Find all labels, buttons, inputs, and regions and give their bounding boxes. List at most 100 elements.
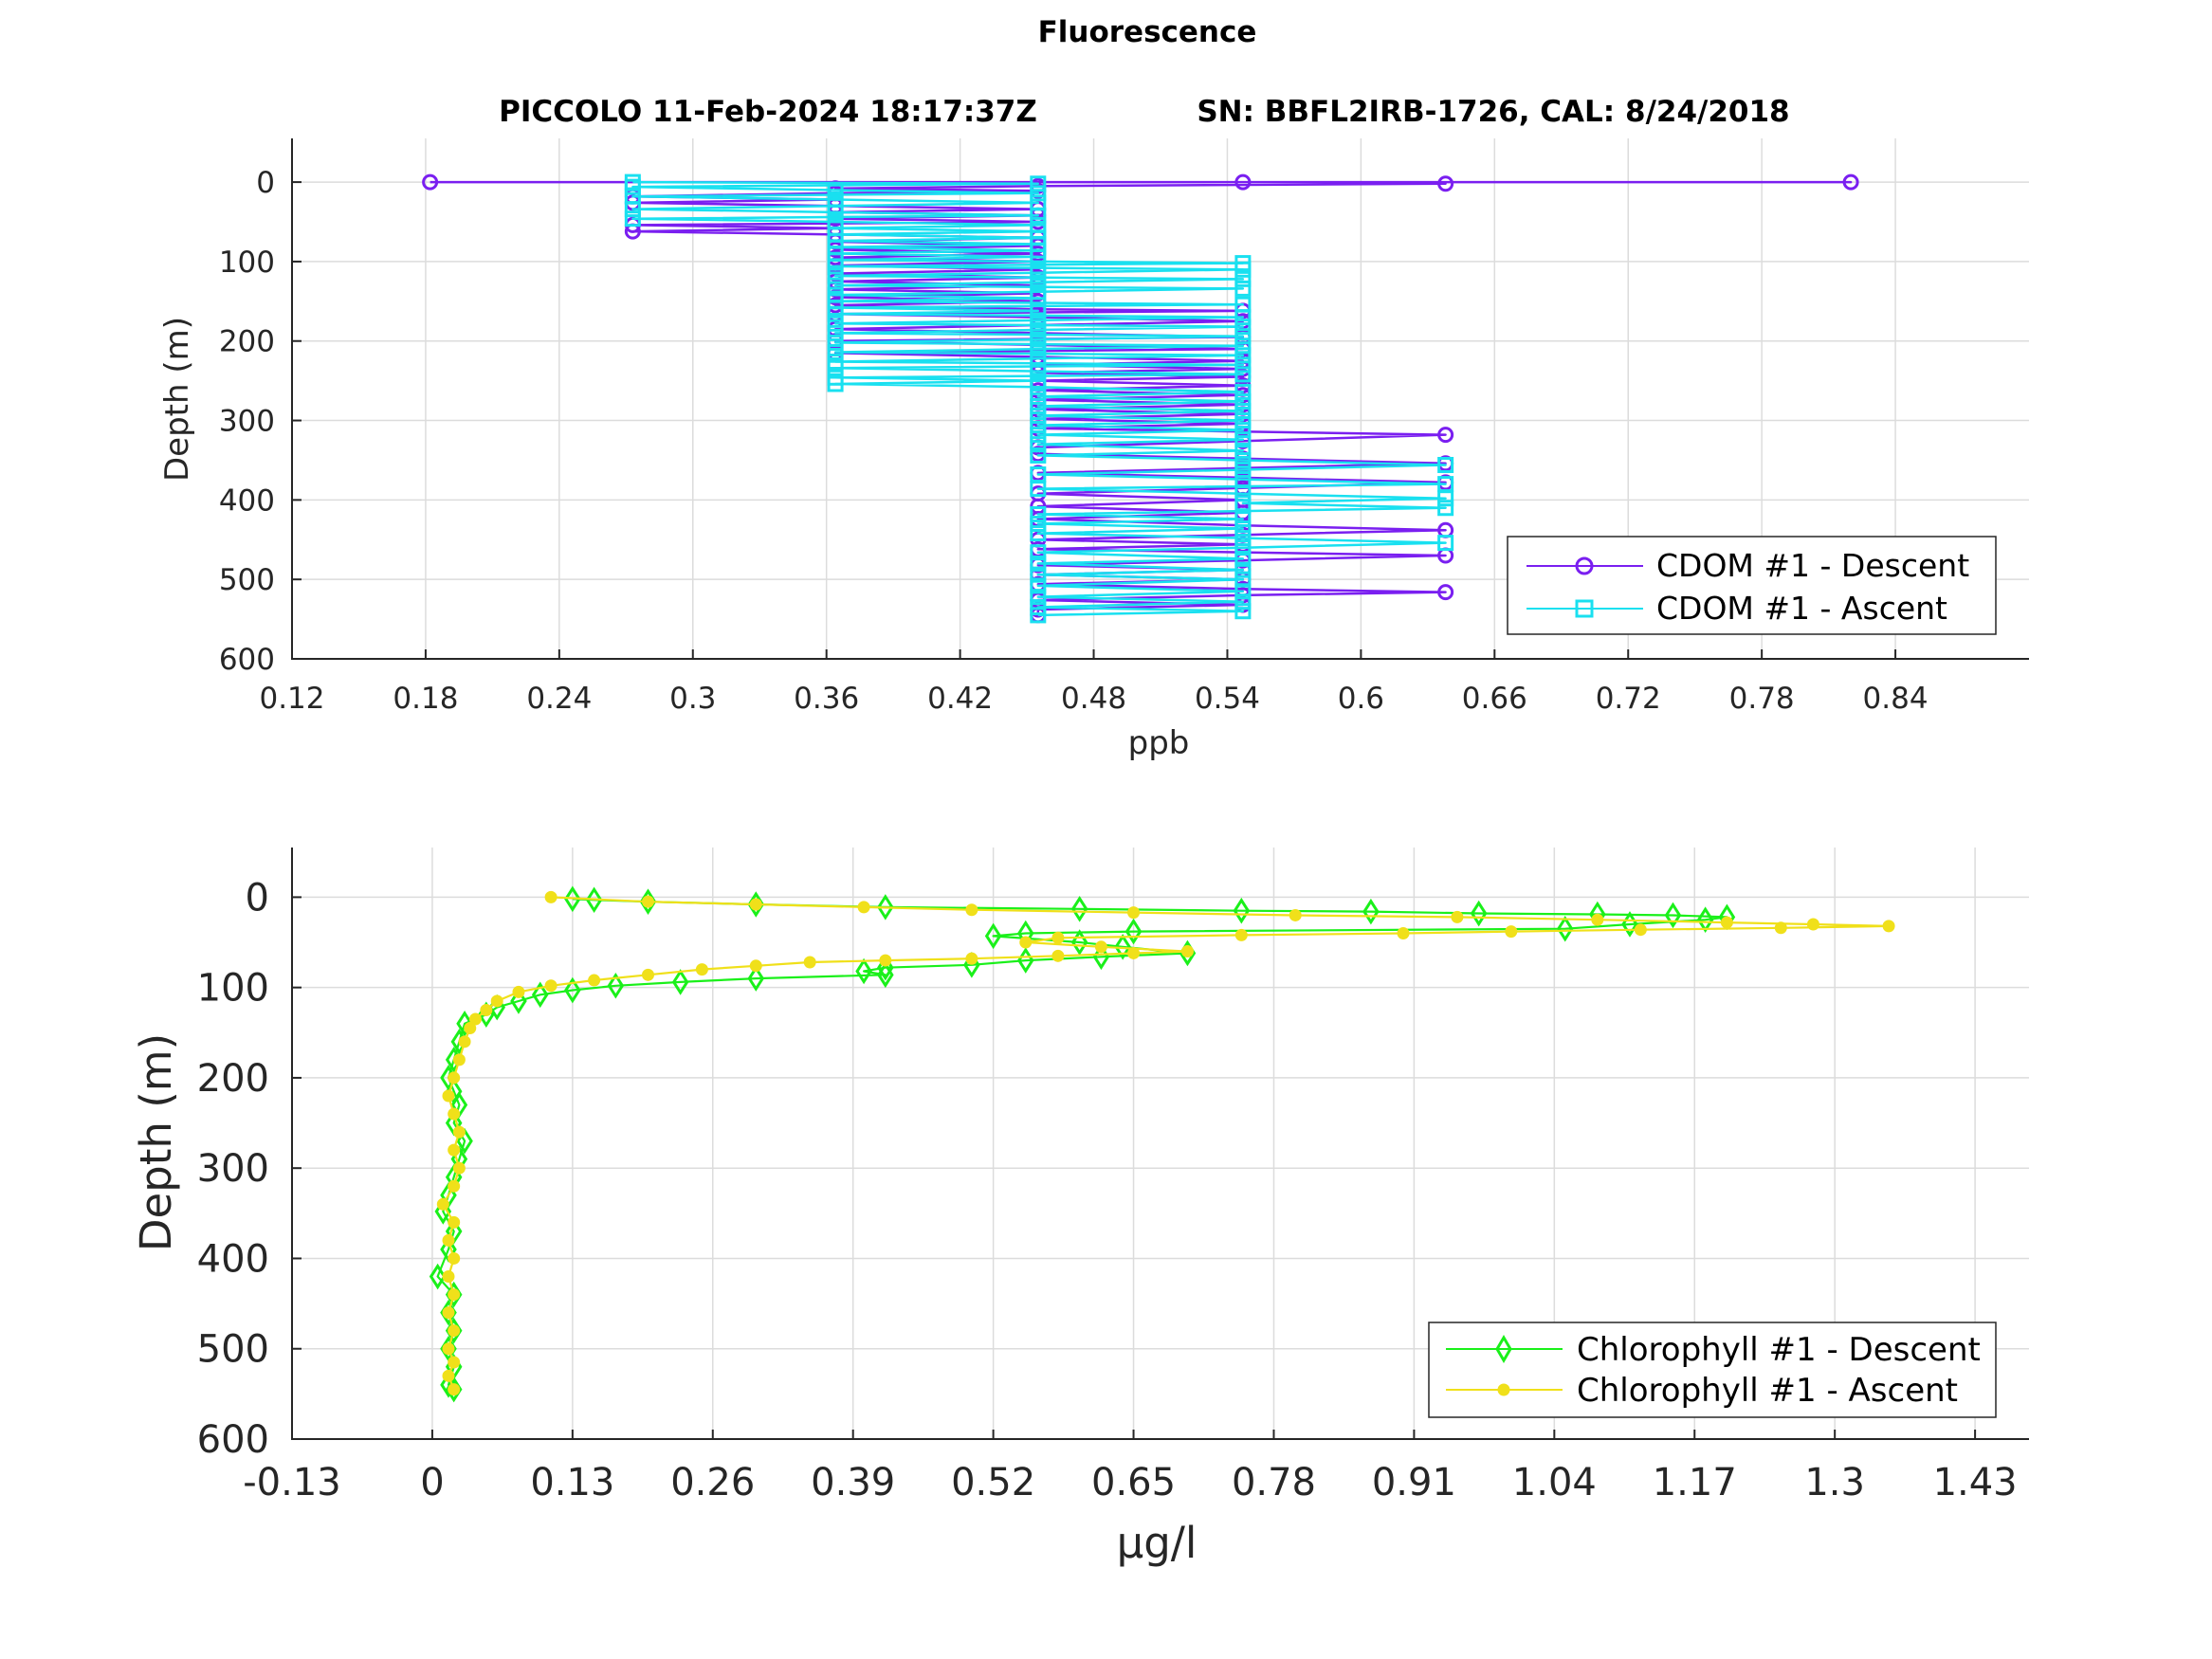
chlorophyll-legend-ascent-label: Chlorophyll #1 - Ascent (1577, 1372, 1958, 1410)
cdom-legend-box (1507, 536, 1997, 635)
cdom-data-point (1030, 589, 1047, 606)
chlorophyll-data-point (512, 985, 525, 998)
cdom-data-point (1234, 383, 1252, 400)
chlorophyll-data-point (448, 1288, 461, 1302)
cdom-data-point (1234, 337, 1252, 355)
cdom-ytick-label: 100 (219, 246, 275, 280)
cdom-data-point (1030, 216, 1047, 233)
cdom-data-point (1030, 544, 1047, 561)
cdom-data-point (1437, 500, 1454, 517)
cdom-ytick-label: 600 (219, 643, 275, 677)
chlorophyll-data-point (879, 954, 892, 967)
figure-title: Fluorescence (1038, 15, 1257, 49)
chlorophyll-xtick-label: 0 (420, 1461, 444, 1504)
chlorophyll-data-point (1051, 949, 1065, 962)
cdom-data-point (827, 354, 844, 371)
chlorophyll-data-point (671, 969, 689, 995)
chlorophyll-data-point (442, 1089, 455, 1103)
chlorophyll-data-point (984, 922, 1002, 950)
chlorophyll-data-point (1124, 918, 1143, 945)
chlorophyll-data-point (695, 963, 708, 976)
chlorophyll-data-point (1114, 933, 1131, 960)
chlorophyll-ylabel: Depth (m) (131, 1033, 181, 1251)
cdom-data-point (1030, 194, 1047, 211)
figure-subtitle-left: PICCOLO 11-Feb-2024 18:17:37Z (499, 95, 1037, 129)
chlorophyll-ytick-label: 100 (197, 967, 269, 1011)
chlorophyll-data-point (1127, 906, 1141, 920)
cdom-data-point (827, 213, 844, 230)
cdom-legend-descent-marker (1575, 556, 1594, 575)
chlorophyll-data-point (803, 956, 816, 969)
cdom-xtick-label: 0.6 (1338, 682, 1384, 716)
chlorophyll-data-point (442, 1369, 455, 1382)
chlorophyll-data-point (452, 1053, 466, 1066)
cdom-data-point (1234, 462, 1252, 479)
cdom-data-point (827, 181, 844, 198)
cdom-legend-ascent-label: CDOM #1 - Ascent (1656, 590, 1947, 627)
cdom-ytick-label: 0 (256, 166, 275, 200)
cdom-legend: CDOM #1 - Descent CDOM #1 - Ascent (1507, 536, 1997, 635)
chlorophyll-data-point (965, 903, 978, 917)
cdom-data-point (1234, 173, 1252, 191)
cdom-data-point (1234, 402, 1252, 419)
cdom-xtick-label: 0.12 (259, 682, 324, 716)
chlorophyll-xtick-label: 0.91 (1372, 1461, 1456, 1504)
cdom-xtick-label: 0.18 (393, 682, 458, 716)
chlorophyll-data-point (480, 1003, 493, 1016)
chlorophyll-data-point (1180, 945, 1194, 958)
chlorophyll-legend: Chlorophyll #1 - Descent Chlorophyll #1 … (1428, 1322, 1997, 1418)
chlorophyll-data-point (442, 1233, 455, 1247)
cdom-data-point (1234, 471, 1252, 488)
cdom-data-point (1030, 447, 1047, 464)
chlorophyll-data-point (468, 1012, 482, 1026)
chlorophyll-ytick-label: 0 (246, 876, 269, 920)
cdom-xtick-label: 0.72 (1596, 682, 1661, 716)
cdom-data-point (1234, 296, 1252, 313)
chlorophyll-data-point (1591, 913, 1604, 926)
cdom-data-point (827, 369, 844, 386)
cdom-data-point (1234, 412, 1252, 429)
chlorophyll-data-point (448, 1215, 461, 1229)
cdom-data-point (1030, 274, 1047, 291)
chlorophyll-data-point (1720, 916, 1733, 929)
cdom-data-point (1234, 270, 1252, 287)
chlorophyll-data-point (448, 1356, 461, 1369)
cdom-plot-area (422, 173, 1859, 624)
chlorophyll-xticks: -0.13 0 0.13 0.26 0.39 0.52 0.65 0.78 0.91 1.04 1.… (243, 1430, 2018, 1504)
chlorophyll-data-point (1362, 898, 1380, 925)
chlorophyll-data-point (564, 976, 581, 1004)
chlorophyll-yticks: 0 100 200 300 400 500 600 (197, 876, 302, 1462)
cdom-data-point (1437, 456, 1454, 473)
cdom-data-point (1234, 561, 1252, 578)
chlorophyll-data-point (749, 959, 762, 973)
chlorophyll-data-point (642, 895, 655, 908)
chlorophyll-ytick-label: 600 (197, 1418, 269, 1462)
cdom-data-point (1234, 550, 1252, 567)
cdom-xtick-label: 0.3 (669, 682, 716, 716)
cdom-data-point (1234, 510, 1252, 527)
chlorophyll-data-point (531, 981, 549, 1009)
cdom-data-point (1030, 388, 1047, 405)
cdom-data-point (1030, 555, 1047, 572)
cdom-data-point (1030, 577, 1047, 594)
chlorophyll-data-point (747, 965, 765, 992)
cdom-data-point (1437, 476, 1454, 493)
cdom-data-point (1030, 566, 1047, 583)
cdom-data-point (827, 324, 844, 341)
chlorophyll-ytick-label: 500 (197, 1328, 269, 1372)
cdom-data-point (1234, 603, 1252, 620)
chlorophyll-data-point (588, 974, 601, 987)
cdom-data-point (1842, 173, 1859, 191)
cdom-data-point (1437, 175, 1454, 192)
chlorophyll-ytick-label: 300 (197, 1147, 269, 1191)
cdom-data-point (827, 277, 844, 294)
cdom-data-point (827, 334, 844, 351)
cdom-xtick-label: 0.48 (1061, 682, 1126, 716)
chlorophyll-data-point (1127, 946, 1141, 959)
cdom-xtick-label: 0.84 (1863, 682, 1929, 716)
chlorophyll-data-point (442, 1270, 455, 1284)
chlorophyll-xtick-label: -0.13 (243, 1461, 341, 1504)
cdom-data-point (1030, 397, 1047, 414)
chlorophyll-data-point (1470, 900, 1488, 927)
cdom-data-point (1030, 283, 1047, 301)
